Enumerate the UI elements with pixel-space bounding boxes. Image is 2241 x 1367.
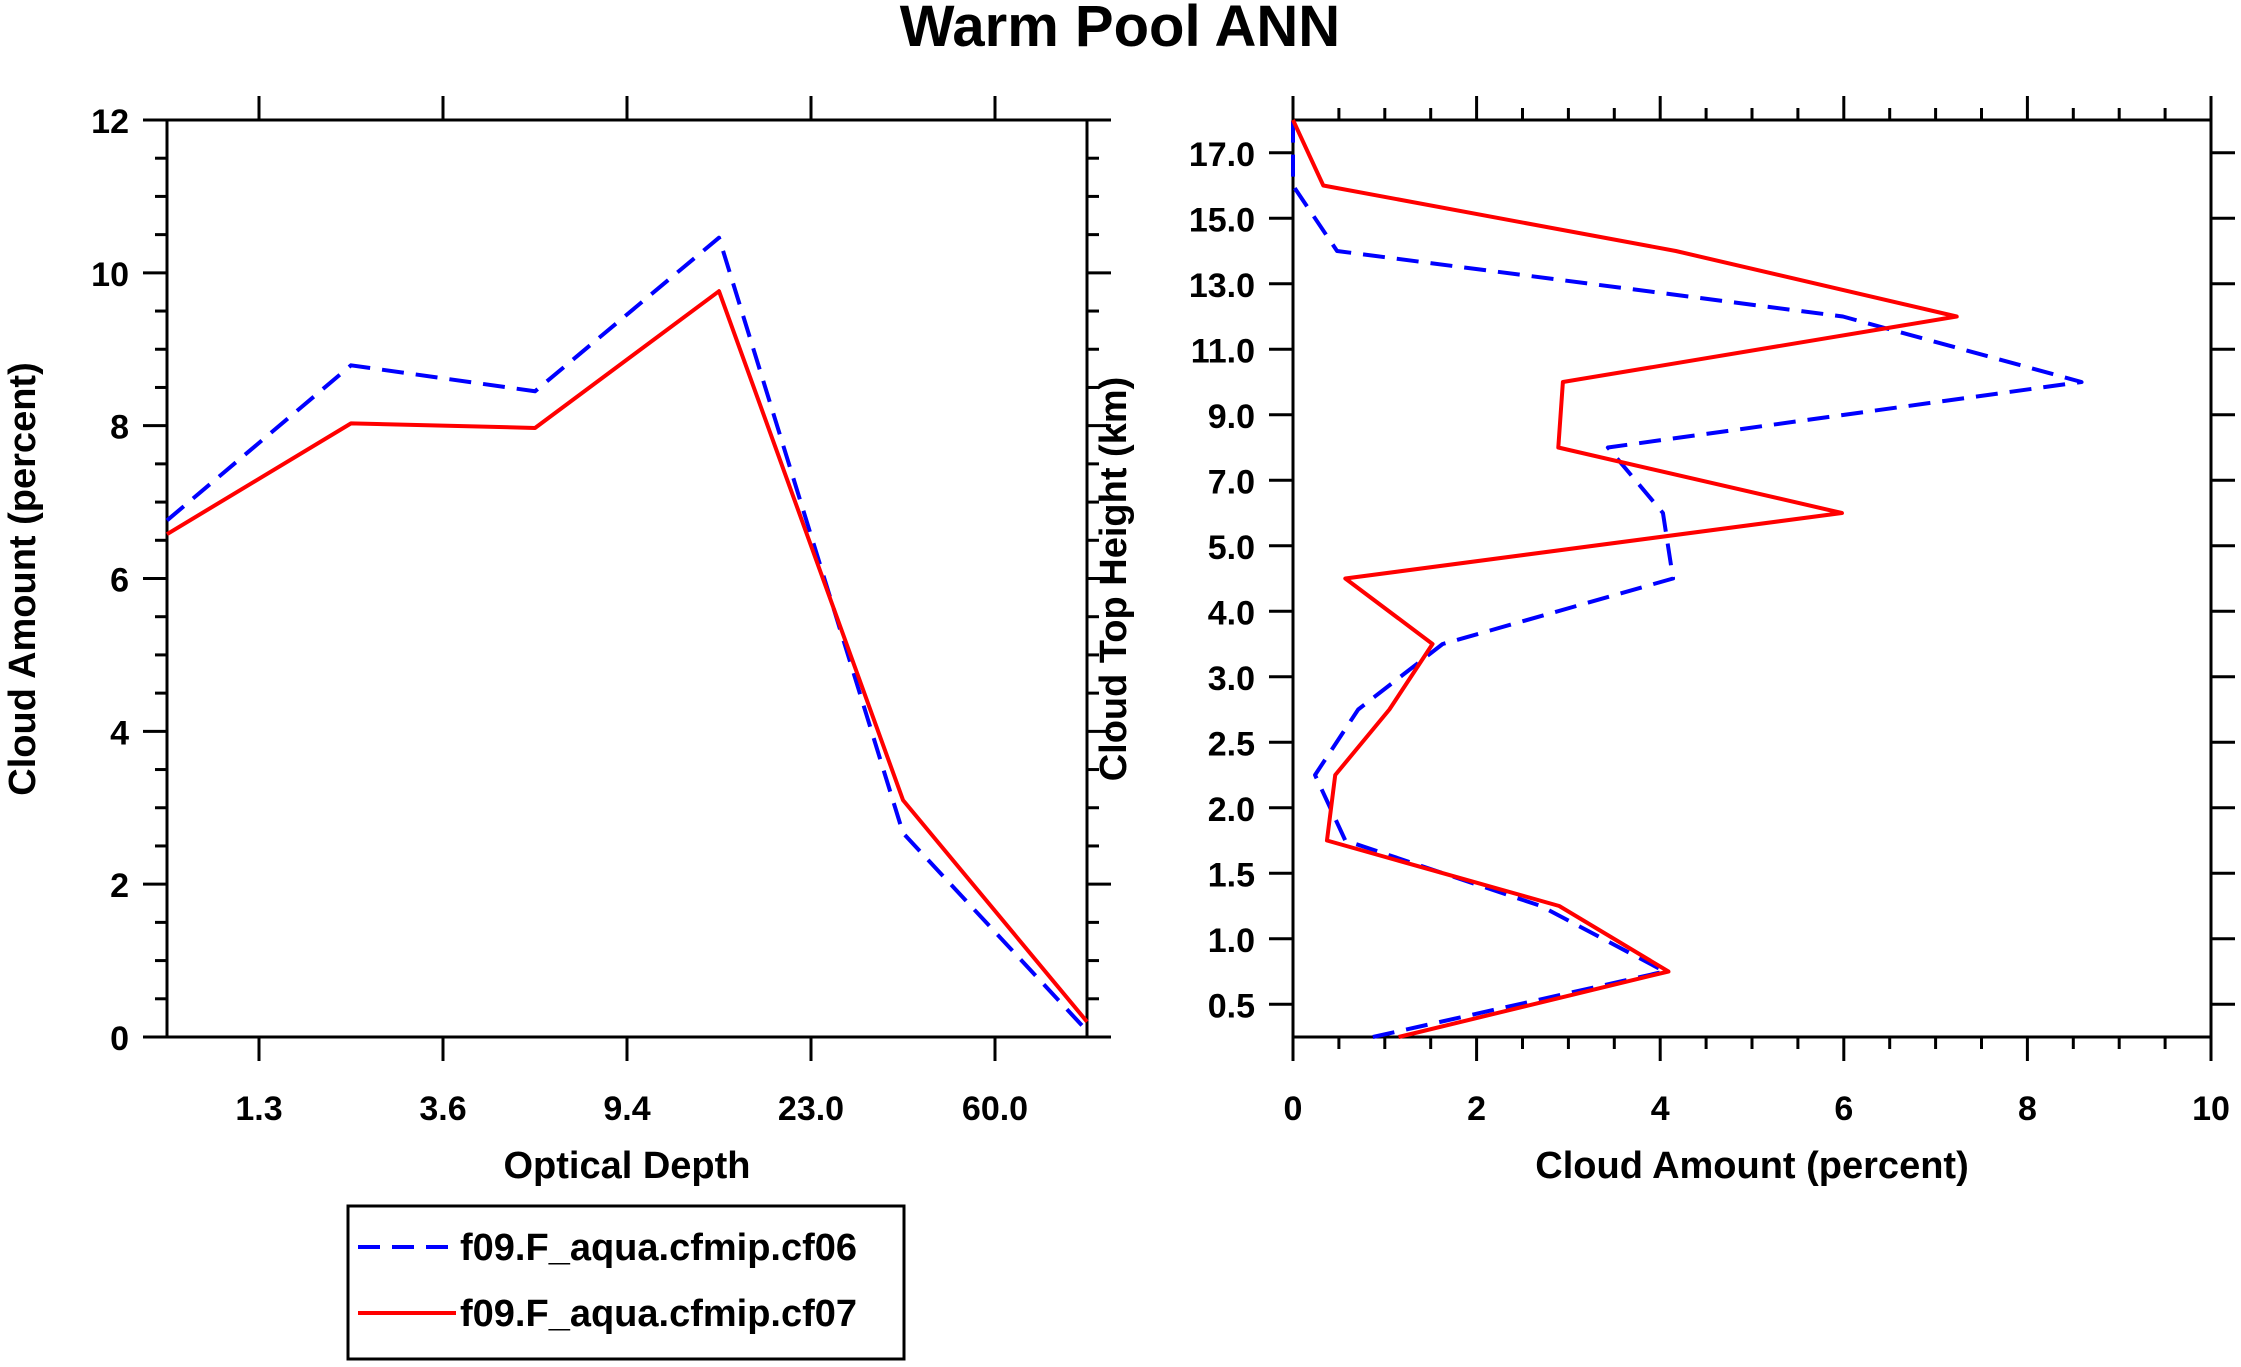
x-tick-label: 2 — [1467, 1090, 1486, 1128]
y-tick-label: 0 — [110, 1020, 129, 1058]
y-tick-label: 2.5 — [1208, 725, 1255, 763]
legend: f09.F_aqua.cfmip.cf06 f09.F_aqua.cfmip.c… — [346, 1204, 906, 1361]
y-tick-label: 2 — [110, 867, 129, 905]
y-tick-label: 13.0 — [1189, 267, 1255, 305]
x-tick-label: 3.6 — [419, 1090, 466, 1128]
legend-label-cf07: f09.F_aqua.cfmip.cf07 — [460, 1293, 857, 1335]
profile-line-cf06 — [1291, 120, 2084, 1039]
y-tick-label: 4.0 — [1208, 594, 1255, 632]
right-panel-cloud-top-height: 0 2 4 6 8 10 0.5 1.0 1.5 2.0 2.5 3.0 4.0 5.0 7.0 9.0 11.… — [1189, 96, 2235, 1128]
x-tick-label: 23.0 — [778, 1090, 844, 1128]
left-panel-optical-depth: 0 2 4 6 8 10 12 1.3 3.6 9.4 23.0 60.0 — [91, 96, 1111, 1128]
x-tick-label: 4 — [1651, 1090, 1670, 1128]
series-line-cf06 — [165, 235, 1089, 1033]
y-tick-label: 11.0 — [1191, 332, 1255, 370]
y-tick-label: 3.0 — [1208, 660, 1255, 698]
y-tick-label: 6 — [110, 562, 129, 600]
y-tick-label: 1.5 — [1208, 856, 1255, 894]
x-tick-label: 0 — [1284, 1090, 1303, 1128]
y-tick-label: 5.0 — [1208, 529, 1255, 567]
x-tick-label: 6 — [1834, 1090, 1853, 1128]
y-tick-label: 10 — [91, 256, 129, 294]
profile-line-cf07 — [1291, 119, 1959, 1039]
x-tick-label: 60.0 — [962, 1090, 1028, 1128]
x-tick-label: 9.4 — [603, 1090, 650, 1128]
right-x-axis-label: Cloud Amount (percent) — [1535, 1145, 1968, 1187]
y-tick-label: 0.5 — [1208, 987, 1255, 1025]
y-tick-label: 12 — [91, 103, 129, 141]
legend-box — [346, 1204, 906, 1361]
right-plot-frame — [1291, 118, 2213, 1039]
y-tick-label: 8 — [110, 409, 129, 447]
chart-title: Warm Pool ANN — [900, 0, 1340, 59]
y-tick-label: 7.0 — [1208, 463, 1255, 501]
x-tick-label: 10 — [2192, 1090, 2230, 1128]
series-line-cf07 — [165, 289, 1089, 1023]
left-x-axis-label: Optical Depth — [503, 1145, 750, 1187]
legend-label-cf06: f09.F_aqua.cfmip.cf06 — [460, 1227, 857, 1269]
y-tick-label: 2.0 — [1208, 791, 1255, 829]
left-plot-frame — [165, 118, 1089, 1039]
y-tick-label: 4 — [110, 714, 129, 752]
right-y-axis-label: Cloud Top Height (km) — [1093, 377, 1135, 782]
y-tick-label: 15.0 — [1189, 201, 1255, 239]
y-tick-label: 9.0 — [1208, 398, 1255, 436]
x-tick-label: 8 — [2018, 1090, 2037, 1128]
x-tick-label: 1.3 — [235, 1090, 282, 1128]
y-tick-label: 1.0 — [1208, 922, 1255, 960]
left-y-axis-label: Cloud Amount (percent) — [2, 362, 44, 795]
y-tick-label: 17.0 — [1189, 136, 1255, 174]
